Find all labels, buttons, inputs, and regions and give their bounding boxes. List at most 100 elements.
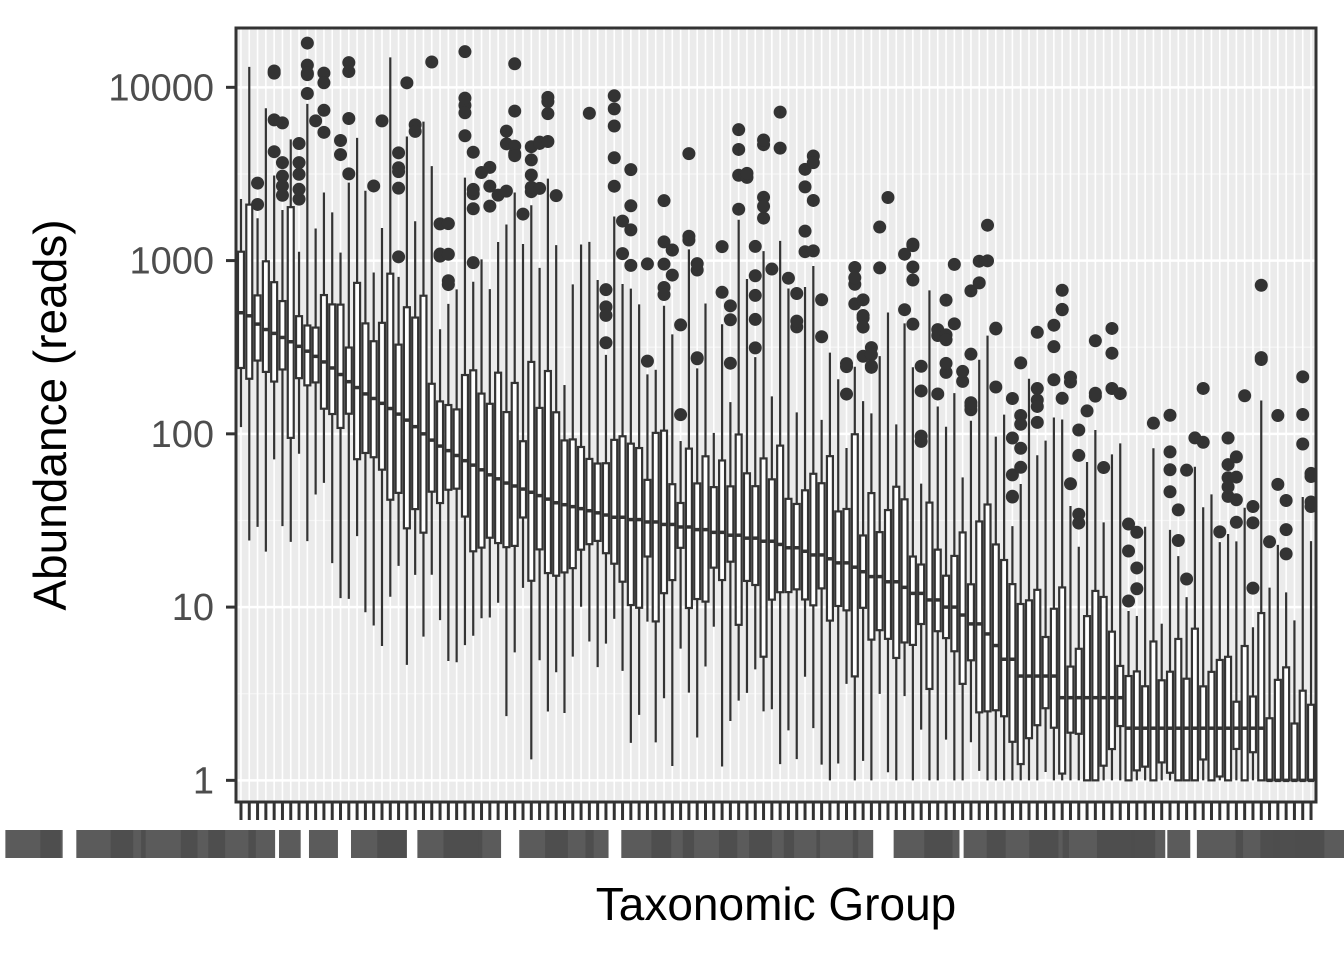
box-outlier — [989, 321, 1003, 335]
box-group — [334, 133, 348, 599]
box-outlier — [1072, 423, 1086, 437]
box-body — [618, 435, 627, 583]
box-group — [1304, 466, 1318, 783]
box-outlier — [1130, 525, 1144, 539]
box-body — [435, 400, 445, 505]
box-body — [1306, 703, 1316, 782]
box-outlier — [582, 106, 596, 120]
box-outlier — [392, 165, 406, 179]
box-body — [361, 322, 370, 455]
box-body — [411, 316, 420, 511]
box-outlier — [947, 317, 961, 331]
box-outlier — [1055, 283, 1069, 297]
box-outlier — [309, 114, 323, 128]
box-outlier — [499, 184, 513, 198]
box-outlier — [1221, 480, 1235, 494]
box-body — [1223, 655, 1233, 782]
box-body — [751, 485, 760, 587]
box-body — [1033, 588, 1042, 727]
box-group — [245, 66, 254, 541]
box-body — [585, 457, 594, 546]
box-outlier — [1072, 516, 1086, 530]
box-body — [328, 303, 337, 416]
box-outlier — [508, 57, 522, 71]
box-outlier — [964, 284, 978, 298]
box-body — [576, 445, 586, 551]
box-body — [593, 462, 602, 542]
box-outlier — [624, 163, 638, 177]
y-gridlines — [236, 86, 1316, 782]
box-outlier — [1296, 408, 1310, 422]
x-axis-title: Taxonomic Group — [596, 878, 957, 930]
box-outlier — [275, 169, 289, 183]
box-body — [925, 501, 934, 691]
box-outlier — [682, 147, 696, 161]
box-outlier — [914, 384, 928, 398]
box-outlier — [367, 179, 381, 193]
box-outlier — [732, 142, 746, 156]
box-outlier — [466, 256, 480, 270]
box-outlier — [375, 114, 389, 128]
box-outlier — [939, 333, 953, 347]
box-group — [657, 194, 671, 699]
box-group — [1041, 440, 1050, 773]
box-outlier — [657, 288, 671, 302]
box-group — [690, 257, 704, 738]
box-group — [328, 212, 337, 564]
box-outlier — [483, 199, 497, 213]
box-outlier — [441, 247, 455, 261]
box-group — [892, 424, 901, 781]
box-group — [701, 303, 710, 667]
box-outlier — [1105, 346, 1119, 360]
box-outlier — [773, 141, 787, 155]
box-outlier — [508, 104, 522, 118]
box-group — [989, 321, 1003, 781]
box-outlier — [599, 308, 613, 322]
box-body — [834, 510, 843, 608]
box-outlier — [864, 348, 878, 362]
box-group — [972, 254, 986, 771]
box-outlier — [300, 36, 314, 50]
box-outlier — [616, 247, 630, 261]
box-outlier — [483, 179, 497, 193]
box-outlier — [1246, 499, 1260, 513]
box-group — [1157, 623, 1166, 781]
box-outlier — [748, 288, 762, 302]
box-group — [740, 166, 754, 693]
box-body — [1257, 611, 1266, 782]
box-outlier — [317, 76, 331, 90]
box-body — [427, 382, 436, 493]
box-group — [773, 105, 787, 765]
box-group — [1188, 431, 1202, 782]
box-group — [1097, 461, 1111, 781]
box-outlier — [972, 276, 986, 290]
box-group — [640, 257, 654, 622]
box-group — [1171, 503, 1185, 782]
box-group — [864, 341, 878, 781]
box-group — [353, 137, 362, 537]
box-outlier — [748, 312, 762, 326]
box-outlier — [1271, 409, 1285, 423]
box-outlier — [1005, 468, 1019, 482]
box-outlier — [1279, 547, 1293, 561]
box-group — [568, 284, 577, 657]
box-outlier — [275, 116, 289, 130]
box-group — [682, 147, 696, 693]
box-outlier — [1229, 450, 1243, 464]
box-group — [1146, 416, 1160, 782]
box-group — [665, 243, 679, 767]
box-group — [981, 218, 995, 781]
box-group — [1246, 499, 1260, 781]
x-axis — [5, 802, 1344, 858]
box-outlier — [732, 202, 746, 216]
box-outlier — [956, 364, 970, 378]
box-outlier — [334, 133, 348, 147]
box-outlier — [599, 336, 613, 350]
box-body — [601, 462, 611, 555]
box-group — [408, 118, 422, 575]
box-outlier — [317, 66, 331, 80]
box-outlier — [342, 65, 356, 79]
box-outlier — [607, 119, 621, 133]
box-outlier — [981, 254, 995, 268]
